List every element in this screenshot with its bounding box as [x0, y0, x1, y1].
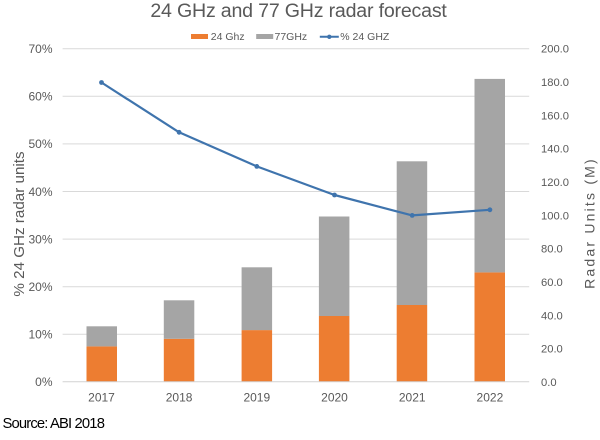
svg-text:70%: 70%	[28, 42, 52, 56]
svg-text:% 24 GHZ: % 24 GHZ	[340, 31, 390, 43]
svg-text:2020: 2020	[321, 390, 348, 404]
svg-text:% 24 GHz radar units: % 24 GHz radar units	[11, 151, 28, 297]
svg-text:180.0: 180.0	[541, 77, 569, 89]
svg-text:30%: 30%	[28, 232, 52, 246]
svg-text:Radar Units (M): Radar Units (M)	[582, 157, 598, 289]
svg-text:24 Ghz: 24 Ghz	[211, 31, 245, 43]
svg-text:80.0: 80.0	[541, 244, 563, 256]
svg-text:24 GHz and 77 GHz radar foreca: 24 GHz and 77 GHz radar forecast	[150, 0, 447, 22]
svg-text:Source: ABI 2018: Source: ABI 2018	[3, 416, 105, 432]
svg-text:2017: 2017	[88, 390, 115, 404]
svg-text:120.0: 120.0	[541, 177, 569, 189]
svg-text:40.0: 40.0	[541, 310, 563, 322]
svg-text:50%: 50%	[28, 137, 52, 151]
svg-text:0%: 0%	[35, 375, 53, 389]
svg-text:140.0: 140.0	[541, 144, 569, 156]
svg-text:2018: 2018	[166, 390, 193, 404]
svg-text:10%: 10%	[28, 328, 52, 342]
svg-text:60%: 60%	[28, 90, 52, 104]
svg-text:100.0: 100.0	[541, 210, 569, 222]
svg-text:200.0: 200.0	[541, 44, 569, 56]
svg-text:2019: 2019	[243, 390, 270, 404]
svg-text:20.0: 20.0	[541, 344, 563, 356]
svg-text:0.0: 0.0	[541, 377, 557, 389]
svg-text:160.0: 160.0	[541, 110, 569, 122]
svg-text:40%: 40%	[28, 185, 52, 199]
svg-text:2022: 2022	[477, 390, 504, 404]
svg-text:2021: 2021	[399, 390, 426, 404]
svg-text:77GHz: 77GHz	[275, 31, 308, 43]
svg-text:20%: 20%	[28, 280, 52, 294]
svg-text:60.0: 60.0	[541, 277, 563, 289]
